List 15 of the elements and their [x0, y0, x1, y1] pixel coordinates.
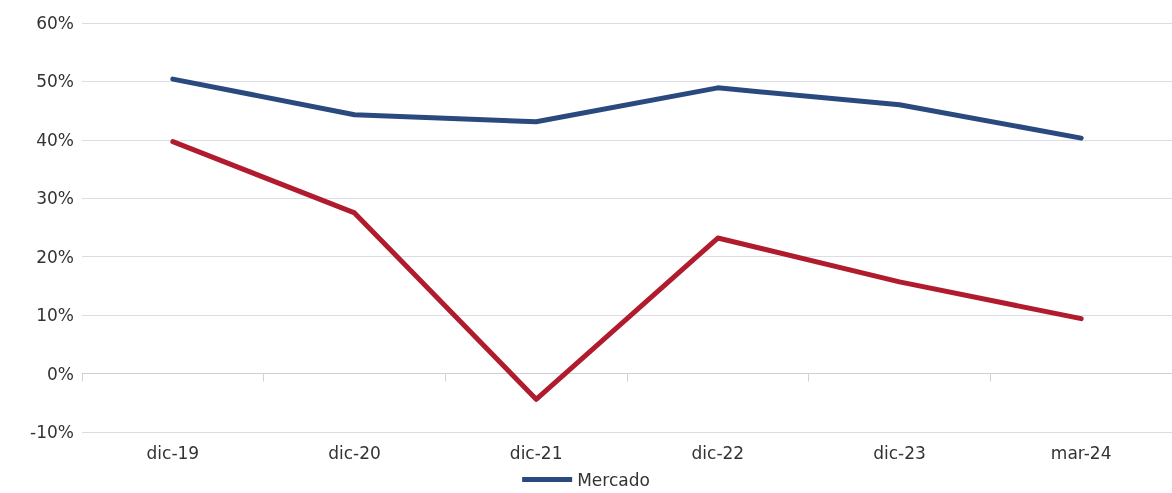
- y-tick-label: 60%: [36, 13, 74, 33]
- y-tick-label: 50%: [36, 71, 74, 92]
- x-tick-label: mar-24: [1050, 442, 1112, 463]
- legend-label: Mercado: [577, 469, 650, 490]
- y-tick-label: -10%: [30, 422, 74, 442]
- x-tick-label: dic-23: [873, 442, 926, 463]
- x-tick-label: dic-19: [146, 442, 200, 463]
- y-tick-label: 0%: [47, 363, 74, 384]
- y-tick-label: 30%: [36, 188, 74, 209]
- y-tick-label: 40%: [36, 129, 74, 150]
- x-tick-label: dic-20: [328, 442, 381, 463]
- x-tick-label: dic-21: [509, 442, 563, 463]
- x-tick-label: dic-22: [691, 442, 745, 463]
- y-tick-label: 20%: [36, 246, 74, 267]
- y-tick-label: 10%: [36, 305, 74, 326]
